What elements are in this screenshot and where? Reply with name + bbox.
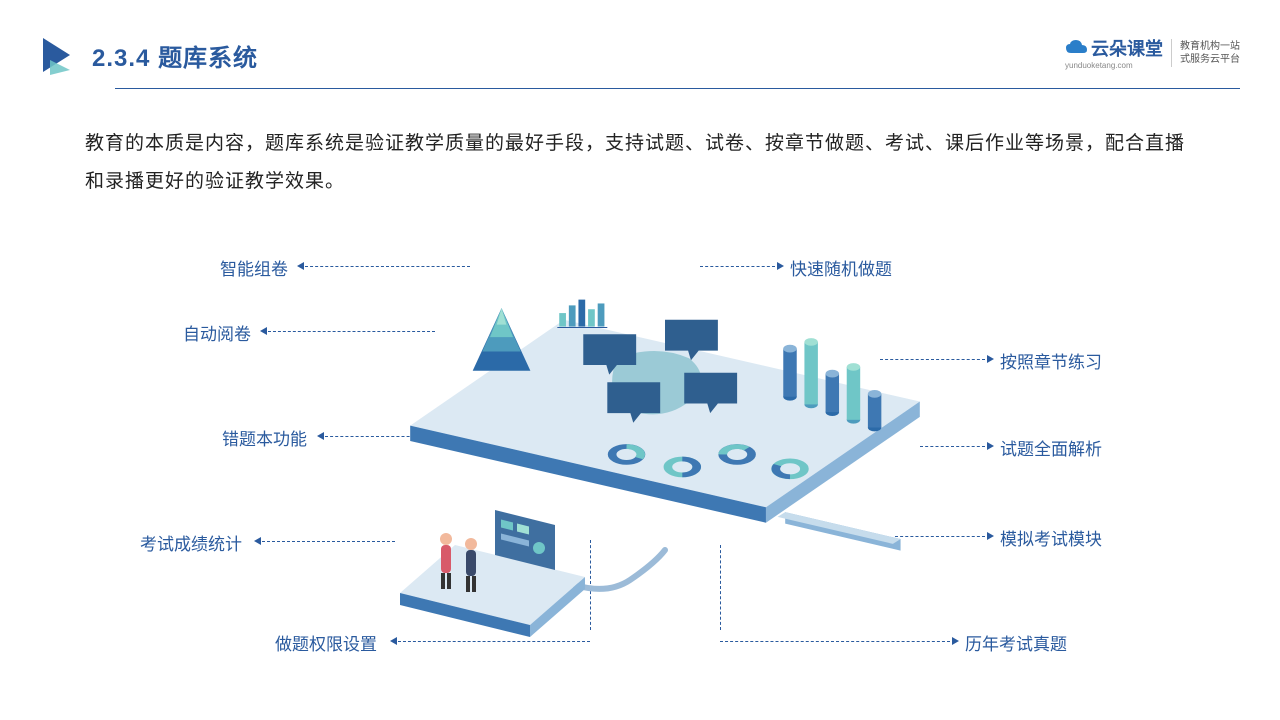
feature-label: 快速随机做题 [790, 255, 892, 280]
brand-tagline: 教育机构一站 式服务云平台 [1180, 40, 1240, 66]
cloud-icon [1065, 40, 1087, 56]
intro-text: 教育的本质是内容，题库系统是验证教学质量的最好手段，支持试题、试卷、按章节做题、… [85, 125, 1195, 201]
feature-label: 试题全面解析 [1000, 435, 1102, 460]
arrow-right-icon [987, 355, 994, 363]
connector-line [700, 266, 775, 267]
title-area: 2.3.4 题库系统 [40, 35, 258, 75]
arrow-left-icon [260, 327, 267, 335]
section-arrow-icon [40, 35, 80, 75]
arrow-right-icon [777, 262, 784, 270]
brand-name: 云朵课堂 [1091, 35, 1163, 61]
feature-label: 智能组卷 [220, 255, 288, 280]
logo-divider [1171, 39, 1172, 67]
feature-label: 自动阅卷 [183, 320, 251, 345]
feature-label: 考试成绩统计 [140, 530, 242, 555]
feature-label: 错题本功能 [222, 425, 307, 450]
section-number: 2.3.4 [92, 45, 150, 72]
title-underline [115, 88, 1240, 89]
arrow-right-icon [987, 532, 994, 540]
connector-line [720, 641, 950, 642]
arrow-right-icon [952, 637, 959, 645]
connector-line [262, 541, 395, 542]
section-title: 2.3.4 题库系统 [92, 38, 258, 73]
feature-label: 按照章节练习 [1000, 348, 1102, 373]
feature-label: 做题权限设置 [275, 630, 377, 655]
arrow-right-icon [987, 442, 994, 450]
brand-url: yunduoketang.com [1065, 61, 1163, 70]
arrow-left-icon [317, 432, 324, 440]
feature-diagram: 智能组卷自动阅卷错题本功能考试成绩统计做题权限设置 快速随机做题按照章节练习试题全… [0, 220, 1280, 700]
feature-label: 模拟考试模块 [1000, 525, 1102, 550]
feature-label: 历年考试真题 [965, 630, 1067, 655]
section-name: 题库系统 [158, 45, 258, 72]
arrow-left-icon [254, 537, 261, 545]
isometric-mini-platform [400, 505, 600, 645]
brand-logo: 云朵课堂 yunduoketang.com 教育机构一站 式服务云平台 [1065, 35, 1240, 70]
arrow-left-icon [297, 262, 304, 270]
connector-line [305, 266, 470, 267]
arrow-left-icon [390, 637, 397, 645]
